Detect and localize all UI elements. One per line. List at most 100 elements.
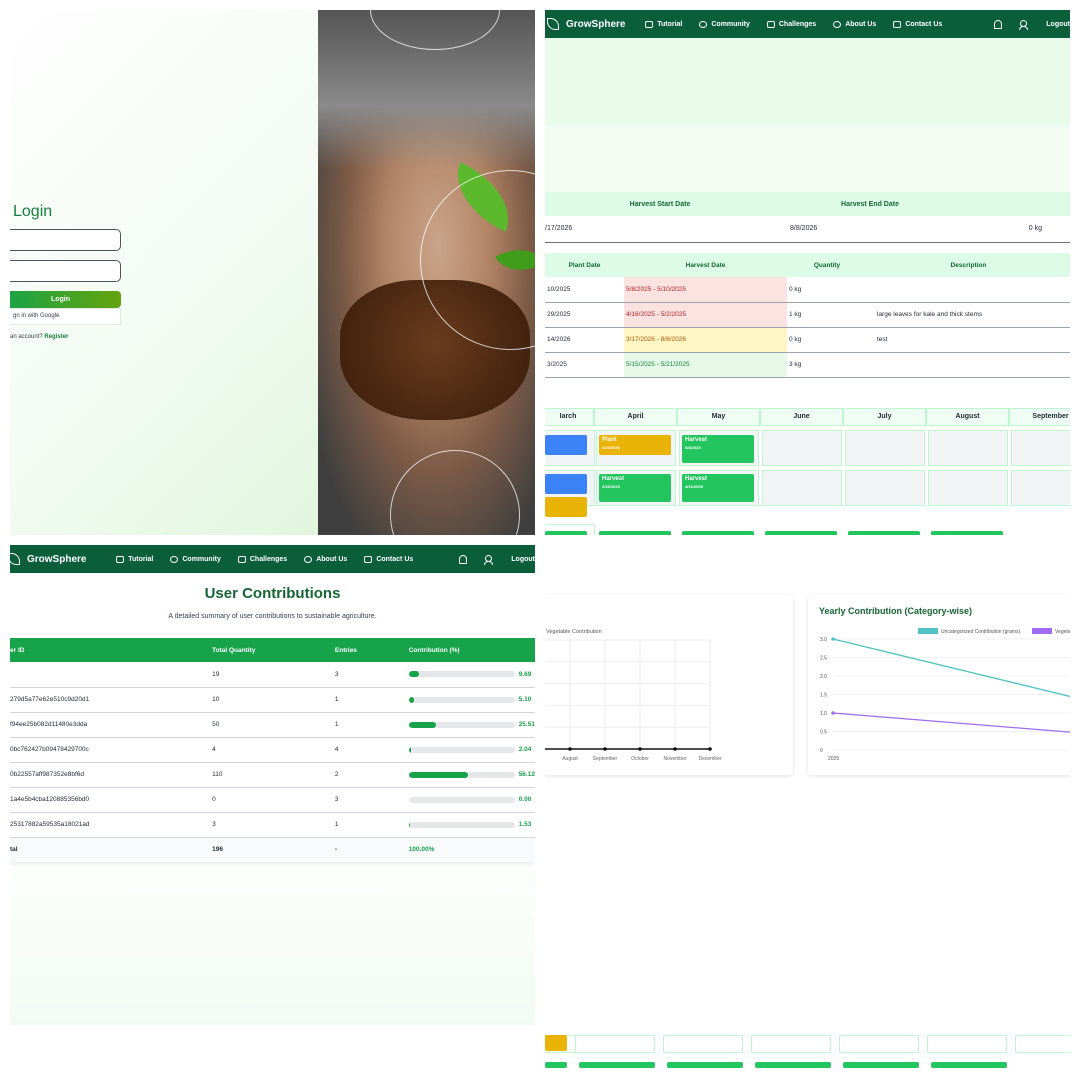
- nav-about[interactable]: About Us: [304, 555, 347, 563]
- data-point: [708, 747, 712, 751]
- calendar-cell[interactable]: [545, 524, 595, 535]
- calendar-cell[interactable]: [845, 470, 925, 506]
- contribution-bar: 9.69: [408, 671, 535, 678]
- calendar-event[interactable]: [545, 531, 587, 535]
- google-signin-button[interactable]: gn in with Google: [10, 308, 121, 325]
- calendar-event[interactable]: [579, 1062, 655, 1068]
- bell-icon[interactable]: [994, 19, 1003, 29]
- login-panel: Login Login gn in with Google an account…: [10, 10, 535, 535]
- cell-user-id: f94ee25b082d11480e3dda: [10, 712, 213, 738]
- event-label: Harvest: [685, 437, 708, 443]
- col-plant-date: Plant Date: [545, 253, 624, 277]
- summary-card: [545, 38, 1070, 126]
- nav-contact[interactable]: Contact Us: [893, 20, 943, 28]
- top-navbar: GrowSphere Tutorial Community Challenges…: [545, 10, 1070, 38]
- calendar-event-harvest[interactable]: Harvest 4/16/2025: [599, 474, 671, 502]
- table-row: /17/2026 8/8/2026 0 kg: [545, 216, 1070, 243]
- event-label: Plant: [602, 437, 617, 443]
- cell-user-id: 1a4e5b4cba120885356bd0: [10, 787, 213, 813]
- x-tick-label: September: [593, 756, 618, 762]
- x-tick-label: 2025: [828, 756, 839, 762]
- nav-tutorial[interactable]: Tutorial: [116, 555, 153, 563]
- brand[interactable]: GrowSphere: [10, 553, 116, 565]
- cell-total-qty: 110: [212, 762, 335, 788]
- logout-button[interactable]: Logout: [511, 555, 535, 563]
- calendar-event[interactable]: [682, 531, 754, 535]
- month-label: September: [1009, 408, 1070, 426]
- calendar-cell[interactable]: [751, 1035, 831, 1053]
- nav-challenges[interactable]: Challenges: [237, 555, 287, 563]
- calendar-cell[interactable]: [1011, 430, 1070, 466]
- progress-track: [408, 796, 515, 803]
- cell-plant-date: 3/2025: [545, 352, 624, 378]
- calendar-event[interactable]: [765, 531, 837, 535]
- table-row: 1a4e5b4cba120885356bd0 0 3 0.00: [10, 787, 535, 813]
- calendar-cell[interactable]: [762, 430, 842, 466]
- calendar-cell[interactable]: [839, 1035, 919, 1053]
- calendar-cell[interactable]: [762, 470, 842, 506]
- calendar-event-harvest[interactable]: Harvest 4/16/2025: [682, 474, 754, 502]
- event-date: 4/16/2025: [685, 484, 703, 489]
- calendar-event[interactable]: [545, 1062, 567, 1068]
- cell-entries: 1: [334, 712, 409, 738]
- nav-contact[interactable]: Contact Us: [364, 555, 413, 563]
- logout-button[interactable]: Logout: [1046, 20, 1070, 28]
- register-link[interactable]: Register: [44, 334, 69, 340]
- calendar-cell[interactable]: [928, 470, 1008, 506]
- leaf-logo-icon: [547, 18, 559, 30]
- progress-fill: [408, 771, 469, 778]
- calendar-event[interactable]: [848, 531, 920, 535]
- data-point: [638, 747, 642, 751]
- page-title: User Contributions: [204, 585, 341, 602]
- calendar-event-plant[interactable]: Plant 4/10/2025: [599, 435, 671, 455]
- calendar-event[interactable]: [931, 531, 1003, 535]
- bell-icon[interactable]: [459, 554, 468, 564]
- table-row: 0b22557aff987352e8bf6d 110 2 56.12: [10, 762, 535, 788]
- nav-community[interactable]: Community: [170, 555, 221, 563]
- calendar-event[interactable]: [545, 435, 587, 455]
- cell-description: large leaves for kale and thick stems: [867, 302, 1070, 328]
- calendar-event[interactable]: [545, 1035, 567, 1051]
- legend-swatch: [918, 628, 938, 634]
- calendar-event[interactable]: [545, 474, 587, 494]
- nav-actions: Logout: [459, 554, 535, 565]
- nav-community[interactable]: Community: [699, 20, 750, 28]
- calendar-event[interactable]: [931, 1062, 1007, 1068]
- calendar-event[interactable]: [599, 531, 671, 535]
- calendar-cell[interactable]: [928, 430, 1008, 466]
- calendar-cell[interactable]: [845, 430, 925, 466]
- calendar-cell[interactable]: [1015, 1035, 1070, 1053]
- calendar-event[interactable]: [667, 1062, 743, 1068]
- calendar-cell[interactable]: [663, 1035, 743, 1053]
- nav-about[interactable]: About Us: [833, 20, 876, 28]
- brand[interactable]: GrowSphere: [547, 18, 645, 30]
- calendar-event[interactable]: [545, 497, 587, 517]
- nav-tutorial[interactable]: Tutorial: [645, 20, 682, 28]
- mail-icon: [893, 20, 902, 28]
- total-qty: 196: [212, 837, 335, 862]
- calendar-event[interactable]: [843, 1062, 919, 1068]
- table-row: 0bc762427b09478429700c 4 4 2.04: [10, 737, 535, 763]
- calendar-bottom-row: [545, 1035, 1070, 1080]
- calendar-cell[interactable]: [1011, 470, 1070, 506]
- calendar-cell[interactable]: [575, 1035, 655, 1053]
- y-tick-label: 1.5: [820, 693, 827, 699]
- user-icon[interactable]: [1019, 19, 1029, 30]
- total-label: tal: [10, 837, 213, 862]
- calendar-event-harvest[interactable]: Harvest 5/8/2025: [682, 435, 754, 463]
- calendar-cell[interactable]: [927, 1035, 1007, 1053]
- table-row: 10/2025 5/8/2025 - 5/10/2025 0 kg: [545, 277, 1070, 303]
- cell-plant-date: 14/2026: [545, 327, 624, 353]
- event-date: 5/8/2025: [685, 445, 701, 450]
- progress-fill: [408, 696, 415, 703]
- calendar-event[interactable]: [755, 1062, 831, 1068]
- nav-challenges[interactable]: Challenges: [766, 20, 816, 28]
- event-date: 4/10/2025: [602, 445, 620, 450]
- login-button[interactable]: Login: [10, 291, 121, 308]
- contributions-panel: GrowSphere Tutorial Community Challenges…: [10, 545, 535, 1025]
- table-row: 25317882a59535a18021ad 3 1 1.53: [10, 812, 535, 838]
- password-field[interactable]: [10, 260, 121, 282]
- nav-label: Contact Us: [905, 20, 943, 28]
- user-icon[interactable]: [484, 554, 494, 565]
- email-field[interactable]: [10, 229, 121, 251]
